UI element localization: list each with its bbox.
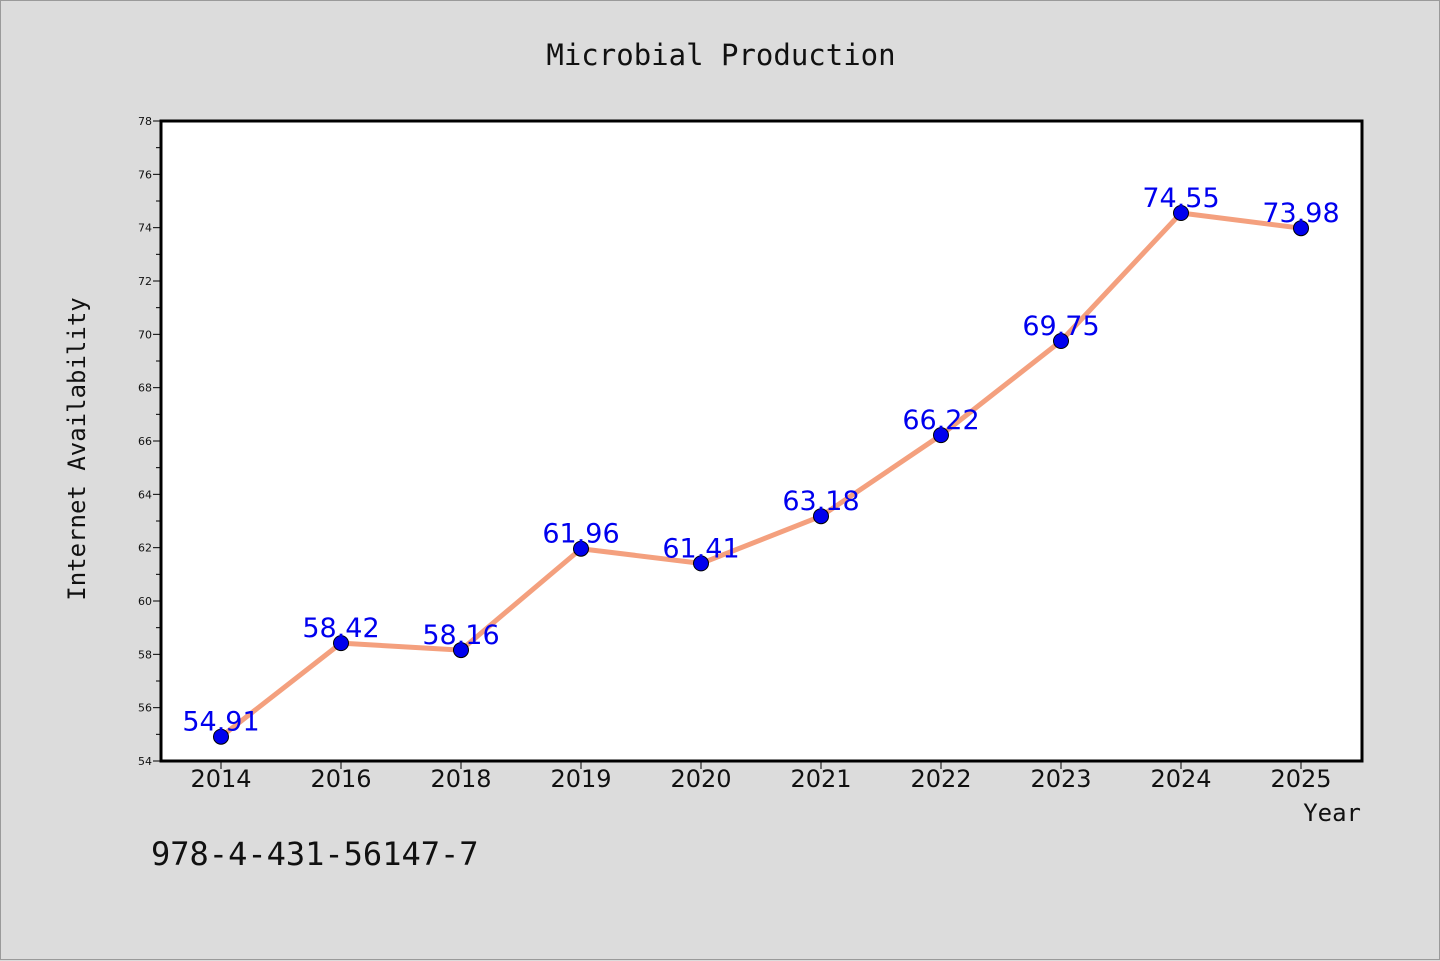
x-tick-label: 2023 bbox=[1030, 765, 1091, 793]
x-tick-label: 2021 bbox=[790, 765, 851, 793]
y-tick-label: 70 bbox=[138, 328, 152, 341]
data-point bbox=[813, 508, 829, 525]
y-tick-label: 74 bbox=[138, 222, 152, 235]
x-tick-label: 2018 bbox=[430, 765, 491, 793]
y-tick-label: 76 bbox=[138, 168, 152, 181]
data-label: 63.18 bbox=[782, 486, 859, 517]
y-tick-label: 60 bbox=[138, 595, 152, 608]
data-point bbox=[573, 540, 589, 557]
y-tick-label: 68 bbox=[138, 382, 152, 395]
y-tick-label: 58 bbox=[138, 648, 152, 661]
y-tick-label: 54 bbox=[138, 755, 152, 768]
data-point bbox=[693, 555, 709, 572]
data-label: 58.42 bbox=[302, 613, 379, 644]
data-label: 73.98 bbox=[1262, 198, 1339, 229]
y-tick-label: 66 bbox=[138, 435, 152, 448]
data-point bbox=[1053, 333, 1069, 349]
y-axis-label: Internet Availability bbox=[63, 297, 91, 600]
data-label: 61.96 bbox=[542, 519, 619, 550]
series-line bbox=[219, 210, 1302, 739]
x-axis-label: Year bbox=[1303, 799, 1361, 827]
y-tick-label: 62 bbox=[138, 542, 152, 555]
data-point bbox=[453, 642, 469, 659]
axes: 54 56 58 60 62 64 66 68 70 72 74 76 78 2014 2016 2018 20… bbox=[138, 115, 1332, 793]
y-tick-label: 78 bbox=[138, 115, 152, 128]
x-tick-label: 2016 bbox=[310, 765, 371, 793]
footer-isbn: 978-4-431-56147-7 bbox=[151, 835, 479, 873]
data-label: 74.55 bbox=[1142, 183, 1219, 214]
data-point bbox=[333, 635, 349, 652]
data-label: 69.75 bbox=[1022, 311, 1099, 342]
x-tick-label: 2024 bbox=[1150, 765, 1211, 793]
x-tick-label: 2014 bbox=[190, 765, 251, 793]
plot-area bbox=[159, 119, 1364, 763]
x-tick-label: 2020 bbox=[670, 765, 731, 793]
data-label: 66.22 bbox=[902, 405, 979, 436]
data-point bbox=[1173, 205, 1189, 221]
data-label: 54.91 bbox=[182, 707, 259, 738]
x-tick-label: 2022 bbox=[910, 765, 971, 793]
chart-title: Microbial Production bbox=[546, 38, 895, 72]
data-point bbox=[213, 728, 229, 745]
data-label: 58.16 bbox=[422, 620, 499, 651]
series: 54.91 58.42 58.16 61.96 61.41 63.18 66.22 69.75… bbox=[182, 183, 1340, 745]
data-label: 61.41 bbox=[662, 533, 739, 564]
data-point bbox=[1293, 220, 1309, 237]
x-tick-label: 2019 bbox=[550, 765, 611, 793]
x-tick-label: 2025 bbox=[1270, 765, 1331, 793]
y-tick-label: 56 bbox=[138, 702, 152, 715]
data-point bbox=[933, 427, 949, 444]
y-tick-label: 64 bbox=[138, 488, 152, 501]
y-tick-label: 72 bbox=[138, 275, 152, 288]
